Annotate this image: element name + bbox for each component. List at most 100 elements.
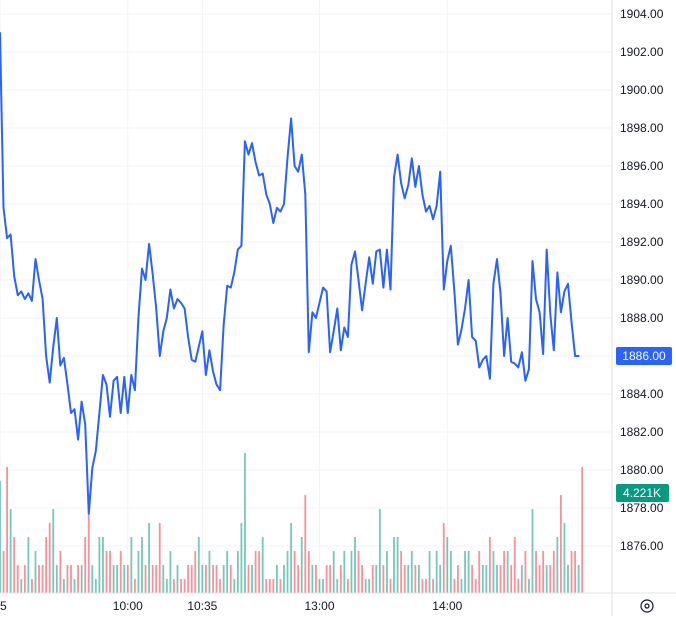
last-value-labels: 1886.00 4.221K: [616, 347, 672, 502]
volume-bar: [247, 565, 250, 593]
volume-bar: [180, 579, 182, 593]
volume-bar: [457, 565, 459, 593]
volume-bar: [542, 551, 545, 593]
volume-bar: [492, 551, 495, 593]
volume-bar: [393, 537, 395, 593]
volume-bar: [20, 579, 23, 593]
volume-bar: [311, 565, 314, 593]
volume-bar: [265, 579, 268, 593]
volume-bar: [268, 579, 271, 593]
y-tick-label: 1876.00: [620, 539, 664, 553]
y-tick-label: 1902.00: [620, 45, 664, 59]
volume-bar: [109, 551, 111, 593]
volume-bar: [190, 565, 193, 593]
x-tick-label: 10:00: [113, 599, 143, 613]
volume-bar: [350, 551, 353, 593]
volume-bar: [48, 523, 51, 593]
volume-bar: [0, 481, 1, 593]
volume-bar: [503, 551, 505, 593]
volume-bar: [570, 551, 573, 593]
volume-bar: [205, 565, 207, 593]
volume-bar: [339, 565, 342, 593]
y-tick-label: 1888.00: [620, 311, 664, 325]
volume-bar: [183, 579, 186, 593]
volume-bar: [485, 565, 488, 593]
volume-bar: [489, 537, 491, 593]
volume-bar: [513, 537, 516, 593]
price-line: [0, 32, 580, 515]
volume-bar: [240, 523, 243, 593]
volume-bar: [94, 579, 97, 593]
volume-bar: [471, 565, 474, 593]
y-tick-label: 1878.00: [620, 501, 664, 515]
volume-bar: [364, 579, 367, 593]
last-price-label: 1886.00: [622, 349, 666, 363]
volume-bar: [70, 565, 72, 593]
volume-bar: [400, 551, 403, 593]
volume-bar: [449, 551, 452, 593]
volume-bar: [197, 537, 200, 593]
volume-bar: [375, 565, 378, 593]
volume-bar: [517, 579, 520, 593]
y-tick-label: 1880.00: [620, 463, 664, 477]
y-tick-label: 1892.00: [620, 235, 664, 249]
volume-bar: [499, 565, 502, 593]
volume-bar: [9, 509, 12, 593]
volume-bar: [520, 565, 523, 593]
volume-bar: [236, 551, 239, 593]
volume-bar: [222, 565, 225, 593]
volume-bar: [31, 579, 33, 593]
volume-bar: [307, 551, 310, 593]
volume-bar: [496, 565, 498, 593]
volume-bar: [63, 579, 65, 593]
volume-bar: [272, 579, 275, 593]
volume-bar: [226, 551, 229, 593]
volume-bar: [329, 565, 332, 593]
volume-bar: [158, 523, 161, 593]
volume-bar: [347, 579, 349, 593]
volume-bar: [112, 565, 115, 593]
volume-bar: [464, 551, 466, 593]
volume-bar: [378, 509, 381, 593]
volume-bar: [368, 579, 371, 593]
y-tick-label: 1900.00: [620, 83, 664, 97]
volume-bar: [187, 565, 190, 593]
volume-bar: [318, 579, 321, 593]
volume-bar: [396, 537, 399, 593]
volume-bar: [176, 565, 179, 593]
volume-label: 4.221K: [623, 486, 661, 500]
volume-bar: [201, 565, 204, 593]
volume-bar: [460, 579, 463, 593]
volume-bar: [66, 565, 69, 593]
gear-icon-center: [644, 603, 650, 609]
y-tick-label: 1896.00: [620, 159, 664, 173]
y-axis[interactable]: 1904.00 1902.00 1900.00 1898.00 1896.00 1894.…: [611, 0, 664, 616]
gear-icon: [640, 599, 654, 613]
volume-bar: [421, 579, 424, 593]
volume-bar: [261, 537, 264, 593]
volume-bar: [343, 551, 346, 593]
volume-bar: [84, 537, 87, 593]
volume-bar: [119, 551, 122, 593]
x-axis[interactable]: 5 10:00 10:35 13:00 14:00: [0, 592, 676, 613]
volume-bar: [165, 579, 168, 593]
x-tick-label: 13:00: [304, 599, 334, 613]
volume-badge: [616, 484, 669, 502]
volume-bar: [254, 551, 257, 593]
y-tick-label: 1882.00: [620, 425, 664, 439]
volume-bar: [169, 551, 172, 593]
volume-bar: [98, 537, 101, 593]
volume-bar: [293, 551, 296, 593]
volume-bar: [34, 551, 37, 593]
volume-bar: [23, 565, 26, 593]
volume-bar: [428, 551, 431, 593]
volume-bar: [435, 551, 438, 593]
volume-bar: [425, 579, 427, 593]
volume-bar: [208, 551, 211, 593]
volume-bar: [137, 551, 140, 593]
axis-settings-button[interactable]: [640, 599, 654, 613]
volume-bar: [215, 565, 218, 593]
volume-bar: [102, 537, 104, 593]
